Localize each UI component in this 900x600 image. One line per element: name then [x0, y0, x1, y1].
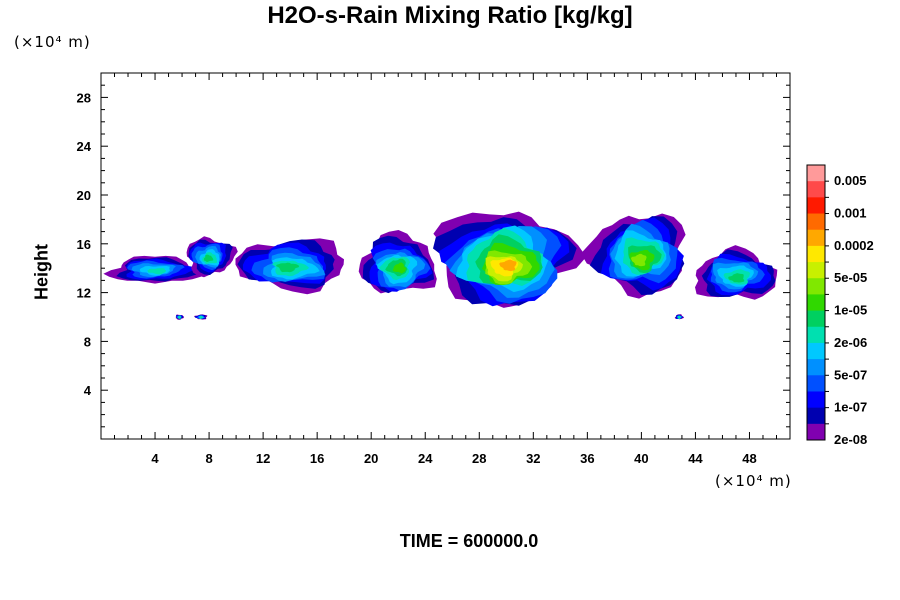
colorbar-label: 0.005 [834, 173, 867, 188]
colorbar-swatch [807, 213, 825, 231]
y-tick-label: 16 [77, 237, 91, 252]
colorbar: 0.005 0.001 0.0002 5e-05 1e-05 2e-06 5e-07 1e-0… [806, 164, 874, 447]
colorbar-swatch [807, 294, 825, 312]
colorbar-swatch [807, 229, 825, 247]
colorbar-label: 2e-08 [834, 432, 867, 447]
rain-contour [177, 315, 182, 319]
rain-contour [631, 253, 647, 267]
rain-contour [728, 273, 745, 283]
y-tick-label: 28 [77, 90, 91, 105]
x-tick-label: 4 [151, 451, 159, 466]
x-axis-unit: (×10⁴ m) [715, 472, 792, 490]
colorbar-swatch [807, 262, 825, 279]
colorbar-frame [806, 164, 826, 441]
y-axis: 4 8 12 16 20 24 28 [77, 84, 790, 428]
x-tick-label: 40 [634, 451, 648, 466]
rain-contour [276, 262, 300, 273]
colorbar-label: 0.001 [834, 206, 867, 221]
x-tick-label: 8 [205, 451, 212, 466]
x-tick-label: 16 [310, 451, 324, 466]
colorbar-swatch [807, 359, 825, 376]
colorbar-swatch [807, 245, 825, 263]
rain-contour [392, 262, 407, 274]
colorbar-swatch [807, 391, 825, 409]
x-axis: 4 8 12 16 20 24 28 32 36 40 44 48 [114, 73, 777, 466]
colorbar-label: 1e-07 [834, 400, 867, 415]
colorbar-swatch [807, 197, 825, 215]
colorbar-swatch [807, 423, 825, 441]
rain-contour [203, 254, 214, 262]
colorbar-label: 1e-05 [834, 303, 867, 318]
colorbar-label: 2e-06 [834, 335, 867, 350]
x-tick-label: 28 [472, 451, 486, 466]
y-tick-label: 24 [77, 139, 92, 154]
rain-contour [677, 315, 681, 319]
x-tick-label: 12 [256, 451, 270, 466]
y-tick-label: 8 [84, 334, 91, 349]
colorbar-swatch [807, 326, 825, 344]
colorbar-label: 0.0002 [834, 238, 874, 253]
colorbar-swatch [807, 181, 825, 198]
rain-field [103, 211, 778, 320]
y-axis-unit: (×10⁴ m) [14, 33, 91, 51]
x-tick-label: 36 [580, 451, 594, 466]
colorbar-swatch [807, 375, 825, 392]
chart-title: H2O-s-Rain Mixing Ratio [kg/kg] [267, 2, 633, 29]
colorbar-swatch [807, 342, 825, 360]
x-tick-label: 44 [688, 451, 703, 466]
x-tick-label: 20 [364, 451, 378, 466]
y-tick-label: 20 [77, 188, 91, 203]
colorbar-label: 5e-07 [834, 367, 867, 382]
rain-contour [499, 259, 517, 272]
x-tick-label: 48 [742, 451, 756, 466]
rain-contour [199, 315, 203, 320]
colorbar-label: 5e-05 [834, 270, 867, 285]
x-tick-label: 24 [418, 451, 433, 466]
colorbar-swatch [807, 407, 825, 425]
x-tick-label: 32 [526, 451, 540, 466]
colorbar-swatch [807, 165, 825, 182]
rain-contour [147, 268, 166, 275]
y-tick-label: 4 [84, 383, 92, 398]
colorbar-swatch [807, 310, 825, 328]
y-tick-label: 12 [77, 286, 91, 301]
time-label: TIME = 600000.0 [399, 531, 539, 551]
colorbar-swatch [807, 278, 825, 295]
